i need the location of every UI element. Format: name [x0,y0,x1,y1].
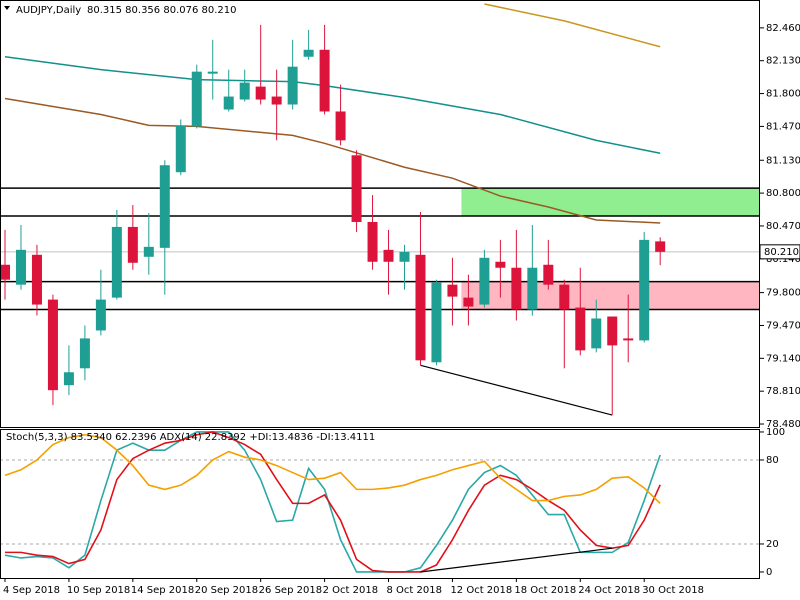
y-tick-label: 79.800 [766,288,800,299]
candle-body [591,318,602,349]
candle-body [639,239,650,341]
candle-body [479,257,490,305]
candle-body [111,226,122,298]
candle-body [399,251,410,262]
candle-body [351,155,362,222]
y-tick-label: 82.460 [766,23,800,34]
y-tick-label: 82.130 [766,56,800,67]
candle-body [527,267,538,310]
candle-body [239,82,250,100]
y-tick-label: 20 [766,539,779,550]
x-tick-label: 26 Sep 2018 [259,585,322,596]
x-tick-label: 8 Oct 2018 [387,585,442,596]
candle-body [271,96,282,105]
y-tick-label: 78.810 [766,386,800,397]
candle-body [383,249,394,262]
y-tick-label: 79.140 [766,353,800,364]
trendline [420,364,613,416]
candle-body [543,264,554,285]
candle-body [143,246,154,257]
y-tick-label: 78.480 [766,419,800,430]
candle-body [367,221,378,262]
x-tick-label: 4 Sep 2018 [3,585,60,596]
candle-body [191,71,202,127]
y-tick-label: 81.130 [766,155,800,166]
menu-arrow[interactable] [4,6,10,10]
candle-body [431,282,442,363]
candle-body [335,111,346,141]
candle-body [287,66,298,105]
candle-body [255,86,266,100]
price-label-box [759,244,800,260]
candle-body [623,338,634,341]
candle-body [655,241,666,252]
y-tick-label: 80.470 [766,221,800,232]
candle-body [495,261,506,268]
indicator-line [4,433,661,504]
candle-body [31,254,42,305]
y-tick-label: 80 [766,455,779,466]
moving-average [4,97,661,224]
x-tick-label: 24 Oct 2018 [578,585,640,596]
price-label: 80.210 [764,247,799,258]
candle-body [559,284,570,310]
y-tick-label: 81.800 [766,89,800,100]
x-tick-label: 10 Sep 2018 [67,585,130,596]
x-tick-label: 14 Sep 2018 [131,585,194,596]
candle-body [463,297,474,307]
candle-body [159,165,170,248]
y-tick-label: 100 [766,427,785,438]
indicator-line [4,431,661,573]
x-tick-label: 30 Oct 2018 [642,585,704,596]
candle-body [607,316,618,346]
candle-body [303,49,314,57]
price-panel [0,3,760,416]
indicator-title: Stoch(5,3,3) 83.5340 62.2396 ADX(14) 22.… [6,432,375,443]
candle-body [207,71,218,74]
x-tick-label: 18 Oct 2018 [514,585,576,596]
candle-body [95,299,106,331]
candle-body [223,96,234,110]
zone [461,188,760,216]
y-tick-label: 80.800 [766,188,800,199]
price-frame [0,0,760,428]
y-tick-label: 79.470 [766,320,800,331]
candle-body [127,226,138,263]
indicator-line [5,431,661,573]
candle-body [79,338,90,369]
candle-body [175,125,186,173]
candle-body [47,299,58,391]
symbol-title: AUDJPY,Daily [16,5,81,16]
y-tick-label: 81.470 [766,121,800,132]
trendline [420,547,613,573]
candle-body [15,249,26,285]
x-tick-label: 20 Sep 2018 [195,585,258,596]
x-tick-label: 2 Oct 2018 [323,585,378,596]
candle-body [0,264,10,280]
ohlc-readout: 80.315 80.356 80.076 80.210 [87,5,237,16]
x-tick-label: 12 Oct 2018 [450,585,512,596]
indicator-panel [0,431,760,573]
y-tick-label: 0 [766,567,772,578]
candle-body [575,307,586,351]
moving-average [484,3,661,48]
indicator-frame [0,429,760,579]
candle-body [511,267,522,310]
candle-body [63,372,74,386]
zone [461,281,760,310]
candle-body [415,254,426,361]
candle-body [319,49,330,112]
candle-body [447,284,458,297]
